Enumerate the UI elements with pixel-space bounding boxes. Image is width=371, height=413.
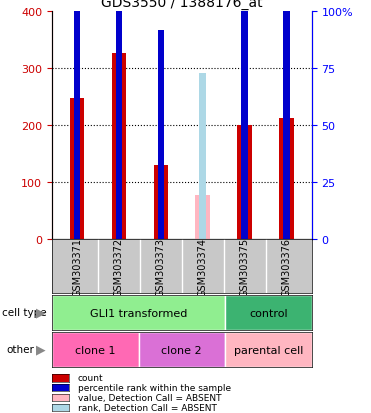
Text: value, Detection Call = ABSENT: value, Detection Call = ABSENT [78,393,221,402]
Text: GSM303376: GSM303376 [282,237,292,296]
Bar [279,119,294,240]
Text: GSM303374: GSM303374 [198,237,208,296]
Bar [158,31,164,240]
Text: control: control [249,308,288,318]
Text: GSM303373: GSM303373 [156,237,166,296]
Text: cell type: cell type [2,307,46,317]
Text: clone 1: clone 1 [75,345,115,355]
Bar [52,295,225,330]
Bar [74,0,81,240]
Text: parental cell: parental cell [234,345,303,355]
Bar [138,332,225,368]
Text: count: count [78,373,104,382]
Text: GSM303375: GSM303375 [240,237,250,296]
Text: GSM303372: GSM303372 [114,237,124,296]
Bar [225,332,312,368]
Text: percentile rank within the sample: percentile rank within the sample [78,383,231,392]
Text: rank, Detection Call = ABSENT: rank, Detection Call = ABSENT [78,403,217,412]
Bar [52,332,138,368]
Bar [200,74,206,240]
Bar [70,99,85,240]
Bar [154,165,168,240]
Bar [283,0,290,240]
Text: GLI1 transformed: GLI1 transformed [90,308,187,318]
Bar [237,126,252,240]
Text: ▶: ▶ [36,305,46,318]
Bar [241,0,248,240]
Text: clone 2: clone 2 [161,345,202,355]
Bar [116,0,122,240]
Bar [196,196,210,240]
Text: other: other [7,344,35,354]
Bar [112,54,126,240]
Text: GSM303371: GSM303371 [72,237,82,296]
Title: GDS3550 / 1388176_at: GDS3550 / 1388176_at [101,0,263,10]
Bar [225,295,312,330]
Text: ▶: ▶ [36,342,46,356]
